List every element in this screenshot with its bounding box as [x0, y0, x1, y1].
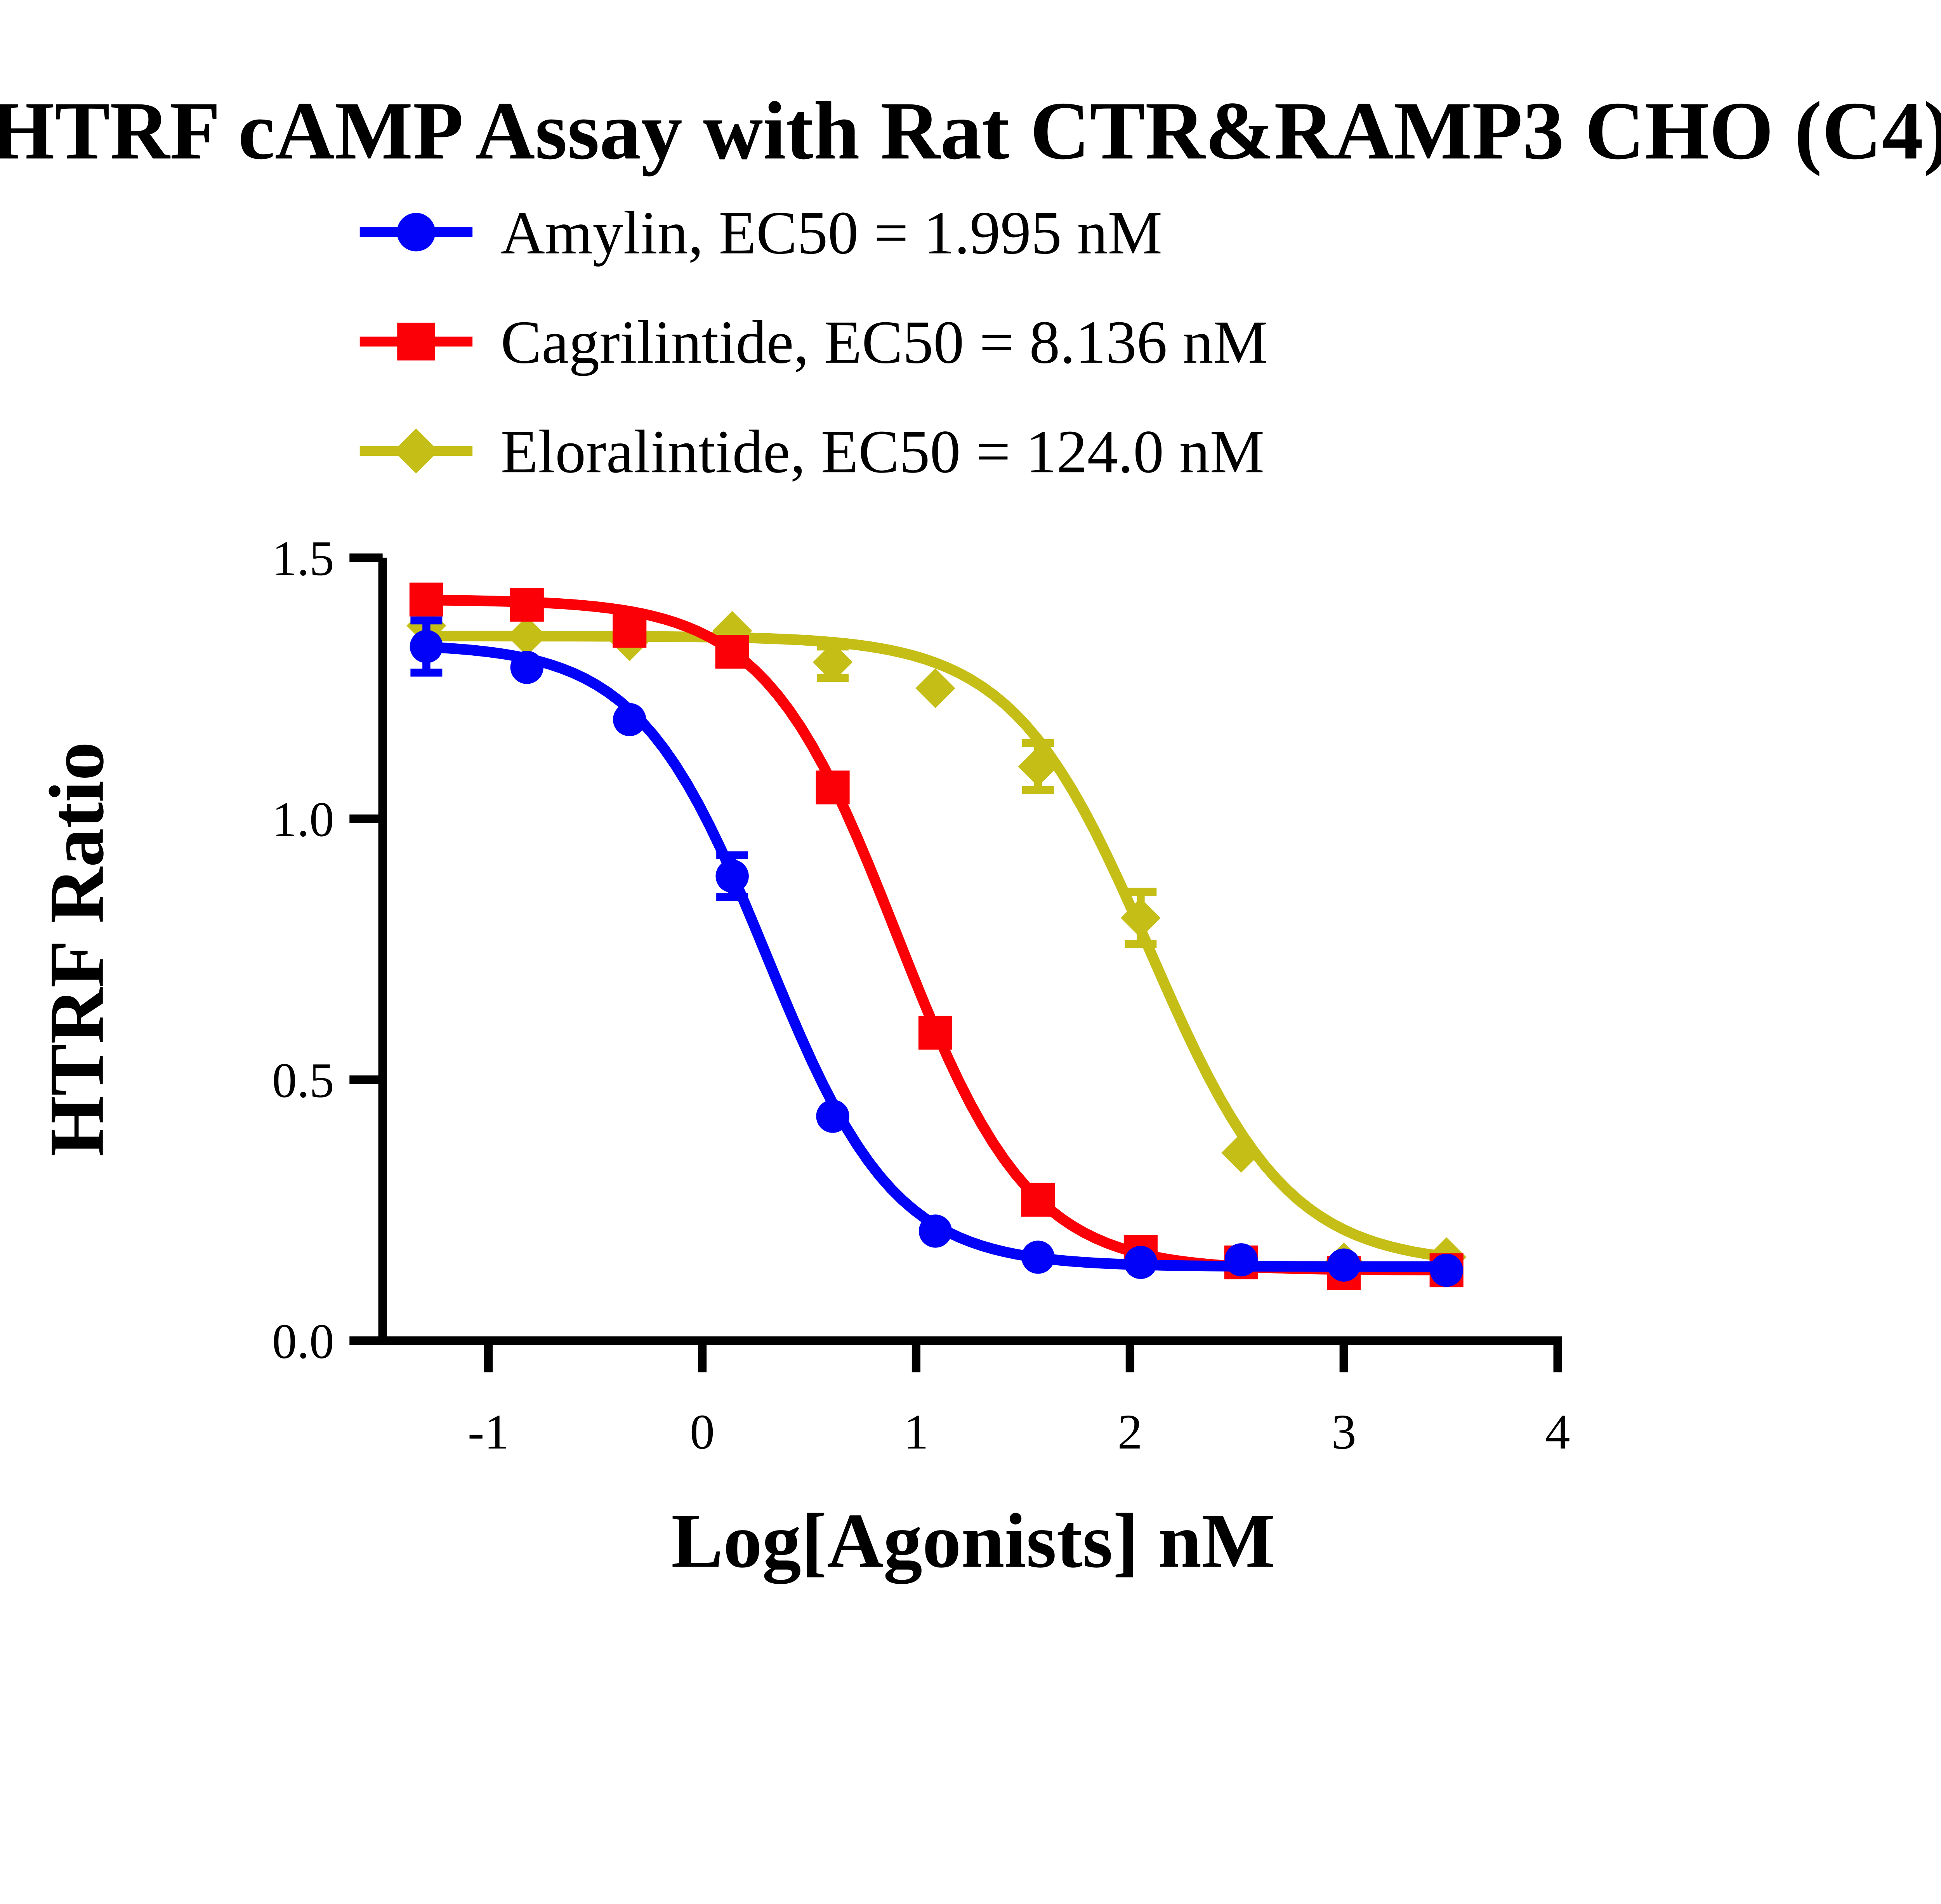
square-icon: [397, 323, 435, 361]
eloralintide-curve: [421, 631, 1452, 1262]
legend-label: Cagrilintide, EC50 = 8.136 nM: [501, 308, 1268, 376]
amylin-point: [1021, 1240, 1055, 1274]
amylin-point: [1430, 1253, 1463, 1287]
eloralintide-point: [1221, 1133, 1261, 1173]
eloralintide-point: [915, 668, 955, 708]
cagrilintide-point: [510, 588, 544, 622]
legend-item: Eloralintide, EC50 = 124.0 nM: [359, 418, 1264, 486]
amylin-point: [1327, 1248, 1361, 1282]
y-tick-label: 0.0: [272, 1314, 334, 1369]
chart-title: HTRF cAMP Assay with Rat CTR&RAMP3 CHO (…: [0, 85, 1941, 177]
x-tick-label: 0: [690, 1404, 715, 1459]
y-tick-label: 1.5: [272, 531, 334, 586]
y-tick-label: 1.0: [272, 792, 334, 847]
legend-item: Amylin, EC50 = 1.995 nM: [359, 199, 1162, 267]
circle-icon: [397, 213, 436, 252]
y-axis-title: HTRF Ratio: [34, 742, 120, 1157]
amylin-point: [1224, 1243, 1258, 1277]
y-tick-label: 0.5: [272, 1053, 334, 1108]
amylin-point: [613, 703, 646, 737]
cagrilintide-point: [715, 635, 749, 669]
amylin-point: [1124, 1246, 1158, 1279]
cagrilintide-point: [409, 582, 443, 617]
x-tick-label: 1: [904, 1404, 929, 1459]
amylin-point: [715, 859, 749, 893]
figure: HTRF cAMP Assay with Rat CTR&RAMP3 CHO (…: [0, 85, 1941, 1584]
amylin-point: [410, 630, 443, 663]
eloralintide-point: [507, 616, 547, 656]
x-tick-label: 2: [1118, 1404, 1142, 1459]
legend-label: Eloralintide, EC50 = 124.0 nM: [501, 418, 1264, 486]
amylin-point: [510, 651, 543, 684]
dose-response-chart: HTRF cAMP Assay with Rat CTR&RAMP3 CHO (…: [0, 85, 1941, 1584]
legend-label: Amylin, EC50 = 1.995 nM: [501, 199, 1162, 267]
cagrilintide-point: [918, 1016, 953, 1050]
cagrilintide-point: [613, 614, 647, 648]
amylin-curve: [421, 641, 1452, 1272]
cagrilintide-point: [1021, 1183, 1055, 1217]
amylin-point: [918, 1214, 952, 1248]
x-tick-label: 3: [1332, 1404, 1356, 1459]
legend: Amylin, EC50 = 1.995 nM Cagrilintide, EC5…: [359, 199, 1268, 486]
eloralintide-series: [406, 606, 1467, 1282]
amylin-series: [410, 616, 1463, 1287]
diamond-icon: [393, 428, 439, 474]
x-axis-title: Log[Agonists] nM: [671, 1498, 1275, 1584]
plot-area: [406, 582, 1467, 1290]
x-tick-label: -1: [468, 1404, 509, 1459]
x-tick-label: 4: [1545, 1404, 1570, 1459]
legend-item: Cagrilintide, EC50 = 8.136 nM: [359, 308, 1268, 376]
eloralintide-point: [1121, 898, 1161, 938]
cagrilintide-point: [816, 770, 850, 804]
axes: 0.0 0.5 1.0 1.5 -1 0 1 2 3 4: [272, 531, 1570, 1459]
amylin-point: [816, 1100, 849, 1133]
